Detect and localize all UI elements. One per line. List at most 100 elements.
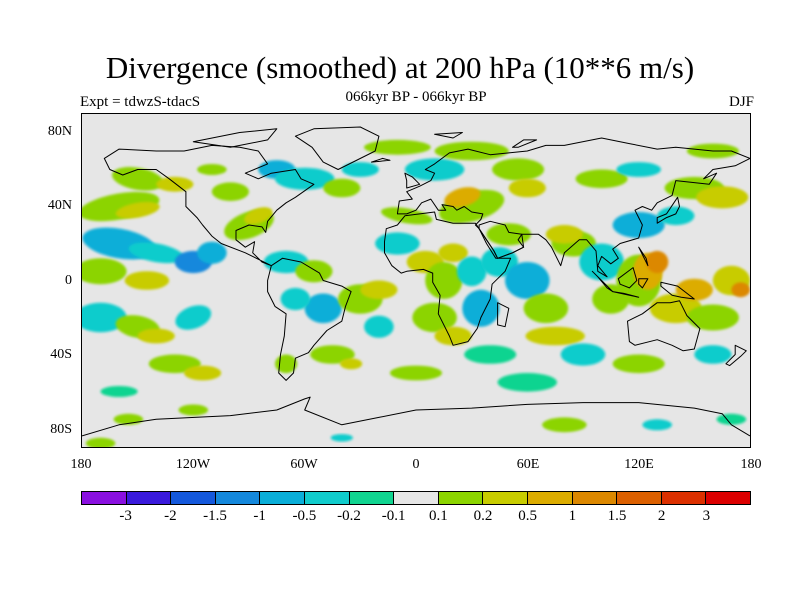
contour-region xyxy=(115,201,160,219)
colorbar-box xyxy=(260,492,305,504)
coastline xyxy=(434,132,463,139)
contour-region xyxy=(579,243,624,281)
contour-region xyxy=(310,345,355,364)
colorbar-label: -0.1 xyxy=(381,508,406,524)
contour-region xyxy=(156,176,194,192)
coastlines xyxy=(82,126,750,437)
coastline xyxy=(725,344,747,367)
contour-region xyxy=(492,158,545,181)
lon-tick-label: 60W xyxy=(290,457,318,472)
contour-region xyxy=(404,158,465,181)
contour-region xyxy=(525,326,585,346)
contour-region xyxy=(280,287,311,311)
lon-tick-label: 0 xyxy=(412,457,420,472)
colorbar-box xyxy=(661,492,707,504)
contour-region xyxy=(523,293,569,324)
colorbar-label: 1.5 xyxy=(607,508,627,524)
colorbar-label: -1.5 xyxy=(203,508,227,524)
lon-tick-label: 120W xyxy=(175,457,211,472)
contour-region xyxy=(100,386,138,397)
contour-region xyxy=(486,223,532,246)
colorbar-label: 0.2 xyxy=(473,508,493,524)
coastline xyxy=(384,211,512,346)
period-label: 066kyr BP - 066kyr BP xyxy=(345,89,487,105)
contour-region xyxy=(148,354,201,374)
contour-region xyxy=(497,373,557,392)
contour-region xyxy=(340,358,363,370)
divergence-contours xyxy=(82,139,750,447)
contour-region xyxy=(375,232,420,255)
coastline xyxy=(82,396,750,437)
contour-region xyxy=(545,225,583,244)
season-label: DJF xyxy=(728,94,754,110)
colorbar-label: 1 xyxy=(568,508,577,524)
lon-tick-label: 180 xyxy=(740,457,762,472)
coastline xyxy=(591,270,614,293)
lat-tick-label: 40S xyxy=(50,347,72,362)
contour-region xyxy=(175,305,212,330)
colorbar-label: 2 xyxy=(657,508,666,524)
contour-region xyxy=(128,242,184,264)
contour-region xyxy=(137,328,175,344)
coastline xyxy=(617,267,638,289)
contour-region xyxy=(642,419,672,431)
map-panel xyxy=(81,113,751,448)
contour-region xyxy=(657,206,695,226)
colorbar-label: -3 xyxy=(119,508,132,524)
contour-region xyxy=(184,365,222,381)
contour-region xyxy=(575,169,628,189)
contour-region xyxy=(456,256,487,287)
contour-region xyxy=(197,164,227,175)
coastline xyxy=(638,278,649,289)
contour-region xyxy=(616,162,661,177)
contour-region xyxy=(675,278,713,301)
contour-region xyxy=(178,404,209,416)
coastline xyxy=(512,139,538,148)
lat-tick-label: 40N xyxy=(47,198,72,213)
contour-region xyxy=(694,345,732,364)
coastline xyxy=(371,157,391,163)
colorbar-box xyxy=(483,492,528,504)
contour-region xyxy=(304,293,342,324)
lon-tick-label: 180 xyxy=(70,457,92,472)
contour-region xyxy=(716,413,747,425)
contour-region xyxy=(444,187,481,208)
colorbar-box xyxy=(438,492,484,504)
colorbar-box xyxy=(394,492,439,504)
contour-region xyxy=(275,354,298,374)
coastline xyxy=(396,137,750,278)
contour-region xyxy=(364,139,431,155)
contour-region xyxy=(731,282,750,298)
contour-region xyxy=(360,280,398,300)
coastline xyxy=(612,291,640,298)
lon-tick-label: 120E xyxy=(624,457,654,472)
contour-region xyxy=(85,437,116,447)
contour-region xyxy=(612,354,665,374)
contour-region xyxy=(434,326,472,346)
colorbar-box xyxy=(215,492,261,504)
colorbar-box xyxy=(617,492,662,504)
contour-region xyxy=(425,262,463,299)
colorbar-label: -2 xyxy=(164,508,177,524)
contour-region xyxy=(696,186,749,209)
colorbar-label: 0.1 xyxy=(428,508,448,524)
colorbar-box xyxy=(171,492,216,504)
coastline xyxy=(478,220,525,259)
contour-region xyxy=(211,182,249,201)
coastline xyxy=(627,300,701,352)
lat-tick-label: 0 xyxy=(65,273,72,288)
colorbar-box xyxy=(706,492,750,504)
contour-region xyxy=(462,289,500,327)
contour-region xyxy=(112,166,164,191)
colorbar-box xyxy=(126,492,172,504)
coastline xyxy=(660,281,695,300)
lon-tick-label: 60E xyxy=(516,457,540,472)
coastline xyxy=(656,196,680,224)
colorbar-box xyxy=(304,492,350,504)
colorbar-box xyxy=(82,492,127,504)
coastline xyxy=(497,302,510,328)
colorbar-label: 3 xyxy=(702,508,711,524)
contour-region xyxy=(323,178,361,198)
contour-region xyxy=(438,243,468,263)
contour-region xyxy=(197,241,227,264)
